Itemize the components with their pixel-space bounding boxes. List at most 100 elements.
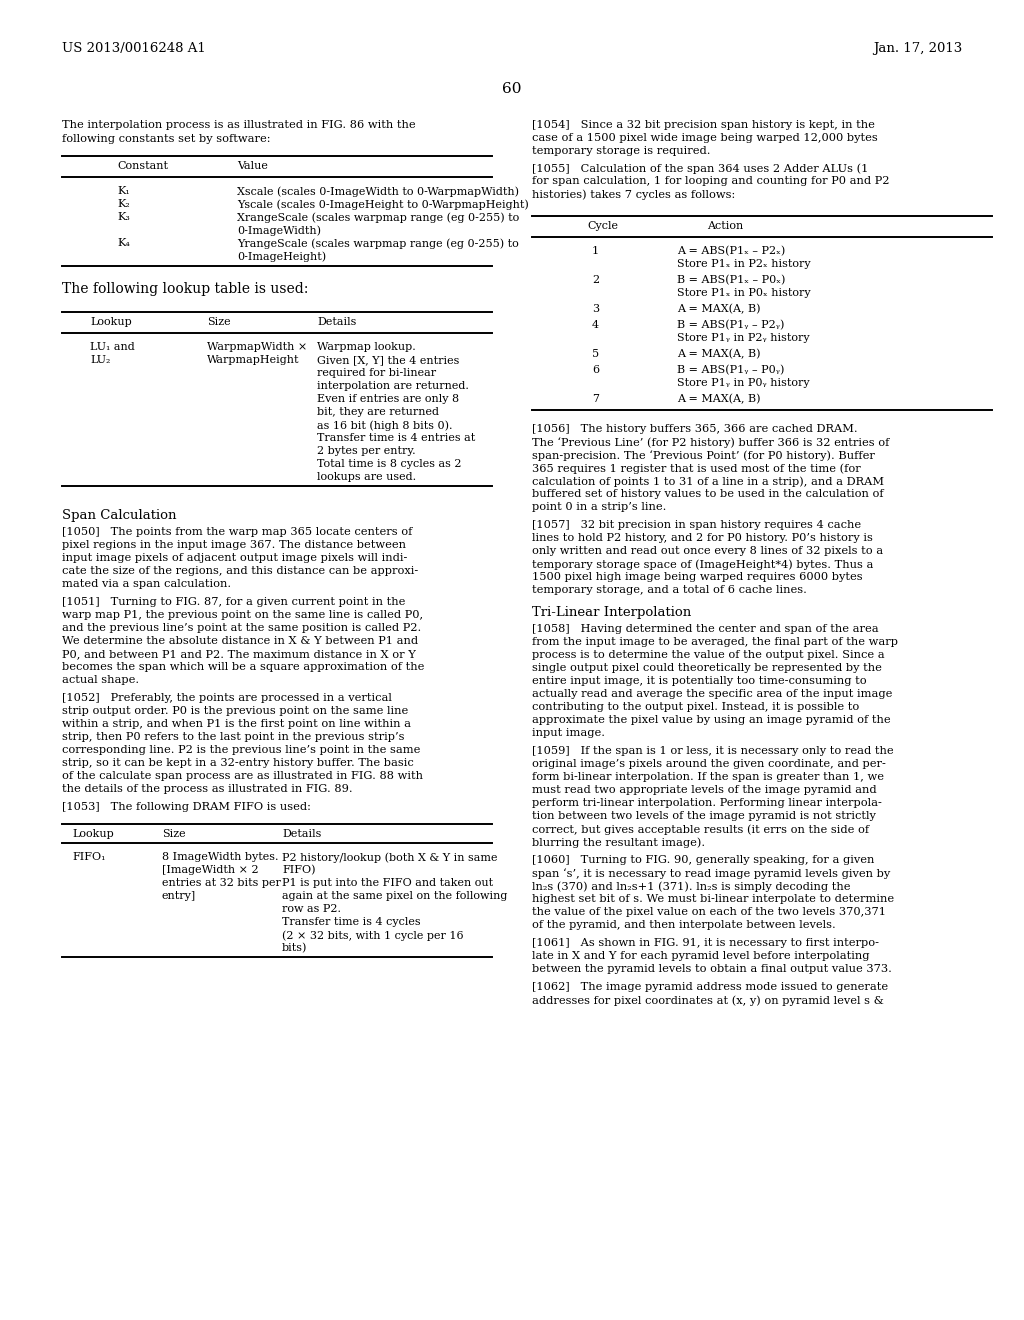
Text: Constant: Constant xyxy=(117,161,168,172)
Text: and the previous line’s point at the same position is called P2.: and the previous line’s point at the sam… xyxy=(62,623,421,634)
Text: [1061]   As shown in FIG. 91, it is necessary to first interpo-: [1061] As shown in FIG. 91, it is necess… xyxy=(532,939,879,948)
Text: approximate the pixel value by using an image pyramid of the: approximate the pixel value by using an … xyxy=(532,715,891,725)
Text: of the calculate span process are as illustrated in FIG. 88 with: of the calculate span process are as ill… xyxy=(62,771,423,781)
Text: case of a 1500 pixel wide image being warped 12,000 bytes: case of a 1500 pixel wide image being wa… xyxy=(532,133,878,143)
Text: only written and read out once every 8 lines of 32 pixels to a: only written and read out once every 8 l… xyxy=(532,546,883,556)
Text: Lookup: Lookup xyxy=(72,829,114,840)
Text: Size: Size xyxy=(162,829,185,840)
Text: of the pyramid, and then interpolate between levels.: of the pyramid, and then interpolate bet… xyxy=(532,920,836,931)
Text: 3: 3 xyxy=(592,304,599,314)
Text: A = MAX(A, B): A = MAX(A, B) xyxy=(677,348,761,359)
Text: [1060]   Turning to FIG. 90, generally speaking, for a given: [1060] Turning to FIG. 90, generally spe… xyxy=(532,855,874,865)
Text: [1059]   If the span is 1 or less, it is necessary only to read the: [1059] If the span is 1 or less, it is n… xyxy=(532,746,894,756)
Text: [1056]   The history buffers 365, 366 are cached DRAM.: [1056] The history buffers 365, 366 are … xyxy=(532,424,858,434)
Text: the value of the pixel value on each of the two levels 370,371: the value of the pixel value on each of … xyxy=(532,907,886,917)
Text: P0, and between P1 and P2. The maximum distance in X or Y: P0, and between P1 and P2. The maximum d… xyxy=(62,649,416,659)
Text: LU₁ and: LU₁ and xyxy=(90,342,135,352)
Text: strip, then P0 refers to the last point in the previous strip’s: strip, then P0 refers to the last point … xyxy=(62,733,404,742)
Text: WarpmapWidth ×: WarpmapWidth × xyxy=(207,342,307,352)
Text: [1062]   The image pyramid address mode issued to generate: [1062] The image pyramid address mode is… xyxy=(532,982,888,993)
Text: histories) takes 7 cycles as follows:: histories) takes 7 cycles as follows: xyxy=(532,189,735,199)
Text: Details: Details xyxy=(317,317,356,327)
Text: span ‘s’, it is necessary to read image pyramid levels given by: span ‘s’, it is necessary to read image … xyxy=(532,869,890,879)
Text: interpolation are returned.: interpolation are returned. xyxy=(317,381,469,391)
Text: point 0 in a strip’s line.: point 0 in a strip’s line. xyxy=(532,502,667,512)
Text: [1054]   Since a 32 bit precision span history is kept, in the: [1054] Since a 32 bit precision span his… xyxy=(532,120,874,129)
Text: temporary storage space of (ImageHeight*4) bytes. Thus a: temporary storage space of (ImageHeight*… xyxy=(532,558,873,569)
Text: [1050]   The points from the warp map 365 locate centers of: [1050] The points from the warp map 365 … xyxy=(62,527,413,537)
Text: Store P1ₓ in P2ₓ history: Store P1ₓ in P2ₓ history xyxy=(677,259,811,269)
Text: We determine the absolute distance in X & Y between P1 and: We determine the absolute distance in X … xyxy=(62,636,418,645)
Text: becomes the span which will be a square approximation of the: becomes the span which will be a square … xyxy=(62,663,424,672)
Text: perform tri-linear interpolation. Performing linear interpola-: perform tri-linear interpolation. Perfor… xyxy=(532,799,882,808)
Text: 8 ImageWidth bytes.: 8 ImageWidth bytes. xyxy=(162,851,279,862)
Text: entries at 32 bits per: entries at 32 bits per xyxy=(162,878,281,888)
Text: pixel regions in the input image 367. The distance between: pixel regions in the input image 367. Th… xyxy=(62,540,406,550)
Text: strip output order. P0 is the previous point on the same line: strip output order. P0 is the previous p… xyxy=(62,706,409,715)
Text: Store P1ᵧ in P0ᵧ history: Store P1ᵧ in P0ᵧ history xyxy=(677,378,810,388)
Text: cate the size of the regions, and this distance can be approxi-: cate the size of the regions, and this d… xyxy=(62,566,418,576)
Text: The following lookup table is used:: The following lookup table is used: xyxy=(62,282,308,296)
Text: single output pixel could theoretically be represented by the: single output pixel could theoretically … xyxy=(532,663,882,673)
Text: [1053]   The following DRAM FIFO is used:: [1053] The following DRAM FIFO is used: xyxy=(62,803,311,812)
Text: B = ABS(P1ᵧ – P0ᵧ): B = ABS(P1ᵧ – P0ᵧ) xyxy=(677,366,784,375)
Text: temporary storage, and a total of 6 cache lines.: temporary storage, and a total of 6 cach… xyxy=(532,585,807,595)
Text: again at the same pixel on the following: again at the same pixel on the following xyxy=(282,891,507,902)
Text: XrangeScale (scales warpmap range (eg 0-255) to: XrangeScale (scales warpmap range (eg 0-… xyxy=(237,213,519,223)
Text: ln₂s (370) and ln₂s+1 (371). ln₂s is simply decoding the: ln₂s (370) and ln₂s+1 (371). ln₂s is sim… xyxy=(532,880,851,891)
Text: B = ABS(P1ᵧ – P2ᵧ): B = ABS(P1ᵧ – P2ᵧ) xyxy=(677,319,784,330)
Text: required for bi-linear: required for bi-linear xyxy=(317,368,436,378)
Text: (2 × 32 bits, with 1 cycle per 16: (2 × 32 bits, with 1 cycle per 16 xyxy=(282,931,464,941)
Text: K₂: K₂ xyxy=(117,199,130,209)
Text: entire input image, it is potentially too time-consuming to: entire input image, it is potentially to… xyxy=(532,676,866,686)
Text: from the input image to be averaged, the final part of the warp: from the input image to be averaged, the… xyxy=(532,638,898,647)
Text: Tri-Linear Interpolation: Tri-Linear Interpolation xyxy=(532,606,691,619)
Text: 365 requires 1 register that is used most of the time (for: 365 requires 1 register that is used mos… xyxy=(532,463,861,474)
Text: correct, but gives acceptable results (it errs on the side of: correct, but gives acceptable results (i… xyxy=(532,824,869,834)
Text: Store P1ᵧ in P2ᵧ history: Store P1ᵧ in P2ᵧ history xyxy=(677,333,810,343)
Text: actual shape.: actual shape. xyxy=(62,675,139,685)
Text: lines to hold P2 history, and 2 for P0 history. P0’s history is: lines to hold P2 history, and 2 for P0 h… xyxy=(532,533,872,543)
Text: strip, so it can be kept in a 32-entry history buffer. The basic: strip, so it can be kept in a 32-entry h… xyxy=(62,758,414,768)
Text: FIFO): FIFO) xyxy=(282,865,315,875)
Text: as 16 bit (high 8 bits 0).: as 16 bit (high 8 bits 0). xyxy=(317,420,453,430)
Text: 7: 7 xyxy=(592,393,599,404)
Text: 0-ImageWidth): 0-ImageWidth) xyxy=(237,224,321,235)
Text: Given [X, Y] the 4 entries: Given [X, Y] the 4 entries xyxy=(317,355,460,366)
Text: [1052]   Preferably, the points are processed in a vertical: [1052] Preferably, the points are proces… xyxy=(62,693,392,704)
Text: A = MAX(A, B): A = MAX(A, B) xyxy=(677,393,761,404)
Text: bit, they are returned: bit, they are returned xyxy=(317,407,439,417)
Text: tion between two levels of the image pyramid is not strictly: tion between two levels of the image pyr… xyxy=(532,810,876,821)
Text: late in X and Y for each pyramid level before interpolating: late in X and Y for each pyramid level b… xyxy=(532,950,869,961)
Text: Total time is 8 cycles as 2: Total time is 8 cycles as 2 xyxy=(317,459,462,469)
Text: Transfer time is 4 cycles: Transfer time is 4 cycles xyxy=(282,917,421,927)
Text: original image’s pixels around the given coordinate, and per-: original image’s pixels around the given… xyxy=(532,759,886,770)
Text: 1500 pixel high image being warped requires 6000 bytes: 1500 pixel high image being warped requi… xyxy=(532,572,862,582)
Text: Size: Size xyxy=(207,317,230,327)
Text: YrangeScale (scales warpmap range (eg 0-255) to: YrangeScale (scales warpmap range (eg 0-… xyxy=(237,238,519,248)
Text: [1051]   Turning to FIG. 87, for a given current point in the: [1051] Turning to FIG. 87, for a given c… xyxy=(62,597,406,607)
Text: buffered set of history values to be used in the calculation of: buffered set of history values to be use… xyxy=(532,488,884,499)
Text: B = ABS(P1ₓ – P0ₓ): B = ABS(P1ₓ – P0ₓ) xyxy=(677,275,785,285)
Text: between the pyramid levels to obtain a final output value 373.: between the pyramid levels to obtain a f… xyxy=(532,964,892,974)
Text: [ImageWidth × 2: [ImageWidth × 2 xyxy=(162,865,259,875)
Text: must read two appropriate levels of the image pyramid and: must read two appropriate levels of the … xyxy=(532,785,877,795)
Text: [1055]   Calculation of the span 364 uses 2 Adder ALUs (1: [1055] Calculation of the span 364 uses … xyxy=(532,162,868,173)
Text: highest set bit of s. We must bi-linear interpolate to determine: highest set bit of s. We must bi-linear … xyxy=(532,894,894,904)
Text: the details of the process as illustrated in FIG. 89.: the details of the process as illustrate… xyxy=(62,784,352,795)
Text: Cycle: Cycle xyxy=(587,220,618,231)
Text: input image.: input image. xyxy=(532,729,605,738)
Text: P1 is put into the FIFO and taken out: P1 is put into the FIFO and taken out xyxy=(282,878,494,888)
Text: P2 history/lookup (both X & Y in same: P2 history/lookup (both X & Y in same xyxy=(282,851,498,862)
Text: Warpmap lookup.: Warpmap lookup. xyxy=(317,342,416,352)
Text: [1058]   Having determined the center and span of the area: [1058] Having determined the center and … xyxy=(532,624,879,634)
Text: Jan. 17, 2013: Jan. 17, 2013 xyxy=(872,42,962,55)
Text: K₃: K₃ xyxy=(117,213,130,222)
Text: 2 bytes per entry.: 2 bytes per entry. xyxy=(317,446,416,455)
Text: A = ABS(P1ₓ – P2ₓ): A = ABS(P1ₓ – P2ₓ) xyxy=(677,246,785,256)
Text: actually read and average the specific area of the input image: actually read and average the specific a… xyxy=(532,689,892,700)
Text: 0-ImageHeight): 0-ImageHeight) xyxy=(237,251,326,261)
Text: 60: 60 xyxy=(502,82,522,96)
Text: mated via a span calculation.: mated via a span calculation. xyxy=(62,579,231,589)
Text: lookups are used.: lookups are used. xyxy=(317,473,416,482)
